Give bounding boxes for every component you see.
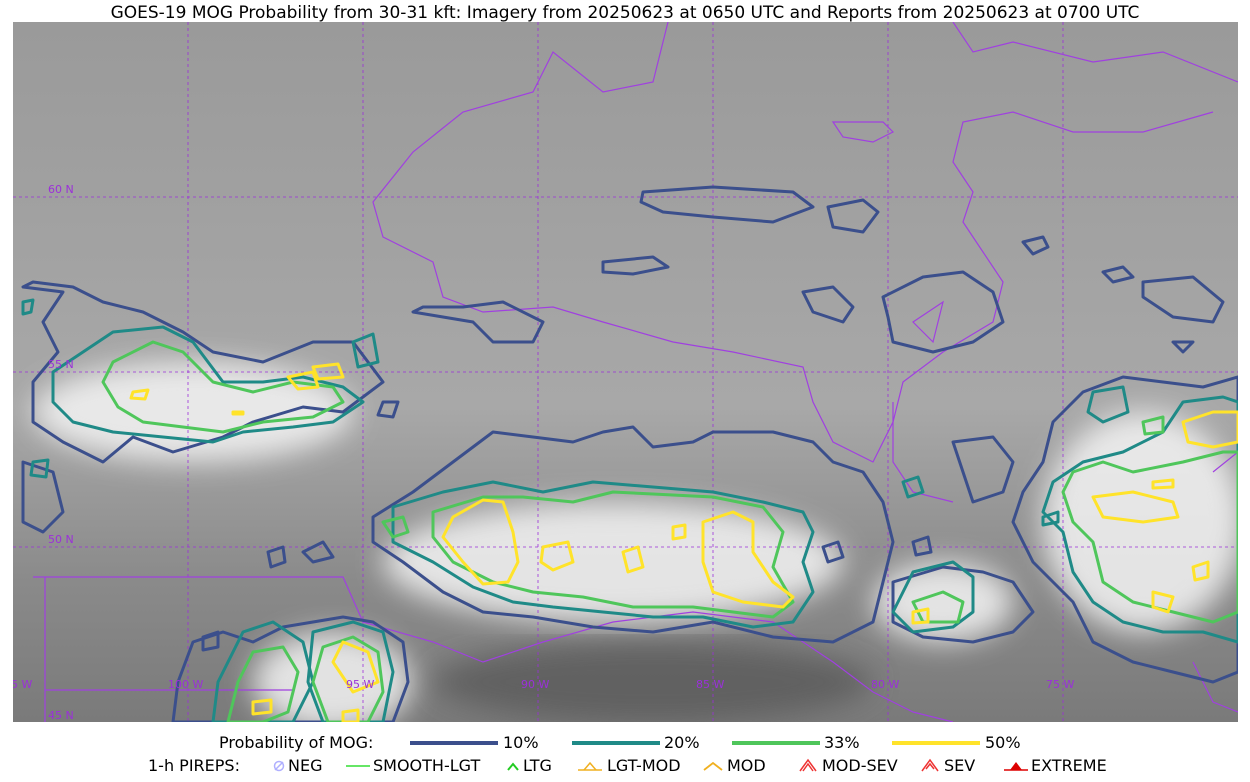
swatch-20pct bbox=[572, 741, 660, 745]
contour-20pct bbox=[21, 298, 1238, 722]
lon-label-105: 105 W bbox=[13, 678, 32, 691]
smooth-lgt-icon bbox=[346, 765, 370, 767]
dark-lowlands bbox=[433, 642, 873, 722]
sev-icon bbox=[921, 758, 939, 772]
pirep-mod-label: MOD bbox=[727, 756, 766, 775]
lon-label-80: 80 W bbox=[871, 678, 899, 691]
pirep-ltg-label: LTG bbox=[523, 756, 552, 775]
lon-label-75: 75 W bbox=[1046, 678, 1074, 691]
extreme-icon bbox=[1004, 762, 1028, 771]
pirep-mod-sev-label: MOD-SEV bbox=[822, 756, 898, 775]
map-title: GOES-19 MOG Probability from 30-31 kft: … bbox=[110, 3, 1140, 23]
lat-label-45: 45 N bbox=[48, 709, 74, 722]
label-33pct: 33% bbox=[824, 733, 860, 752]
ltg-icon bbox=[507, 762, 519, 771]
contour-50pct bbox=[129, 362, 1238, 722]
pirep-neg-label: NEG bbox=[288, 756, 323, 775]
political-borders bbox=[33, 22, 1238, 722]
probability-legend-title: Probability of MOG: bbox=[219, 733, 374, 752]
contour-10pct bbox=[21, 185, 1238, 722]
mod-sev-icon bbox=[799, 758, 817, 772]
mod-icon bbox=[703, 761, 723, 771]
probability-legend: Probability of MOG: 10% 20% 33% 50% bbox=[0, 733, 1250, 753]
satellite-map: 60 N 55 N 50 N 45 N 105 W 100 W 95 W 90 … bbox=[13, 22, 1238, 722]
lon-label-100: 100 W bbox=[168, 678, 203, 691]
lon-label-85: 85 W bbox=[696, 678, 724, 691]
label-50pct: 50% bbox=[985, 733, 1021, 752]
lat-label-55: 55 N bbox=[48, 358, 74, 371]
pirep-sev-label: SEV bbox=[944, 756, 976, 775]
pirep-lgt-mod-label: LGT-MOD bbox=[607, 756, 681, 775]
lat-label-50: 50 N bbox=[48, 533, 74, 546]
contour-33pct bbox=[101, 340, 1238, 722]
label-20pct: 20% bbox=[664, 733, 700, 752]
swatch-50pct bbox=[892, 741, 980, 745]
lon-label-95: 95 W bbox=[346, 678, 374, 691]
lgt-mod-icon bbox=[578, 761, 602, 771]
pirep-legend-title: 1-h PIREPS: bbox=[148, 756, 240, 775]
pirep-smooth-lgt-label: SMOOTH-LGT bbox=[373, 756, 481, 775]
neg-icon bbox=[273, 760, 285, 772]
label-10pct: 10% bbox=[503, 733, 539, 752]
lat-label-60: 60 N bbox=[48, 183, 74, 196]
pirep-extreme-label: EXTREME bbox=[1031, 756, 1107, 775]
swatch-33pct bbox=[732, 741, 820, 745]
lon-label-90: 90 W bbox=[521, 678, 549, 691]
swatch-10pct bbox=[410, 741, 498, 745]
pirep-legend: 1-h PIREPS: NEG SMOOTH-LGT LTG LGT-MOD M… bbox=[0, 756, 1250, 778]
